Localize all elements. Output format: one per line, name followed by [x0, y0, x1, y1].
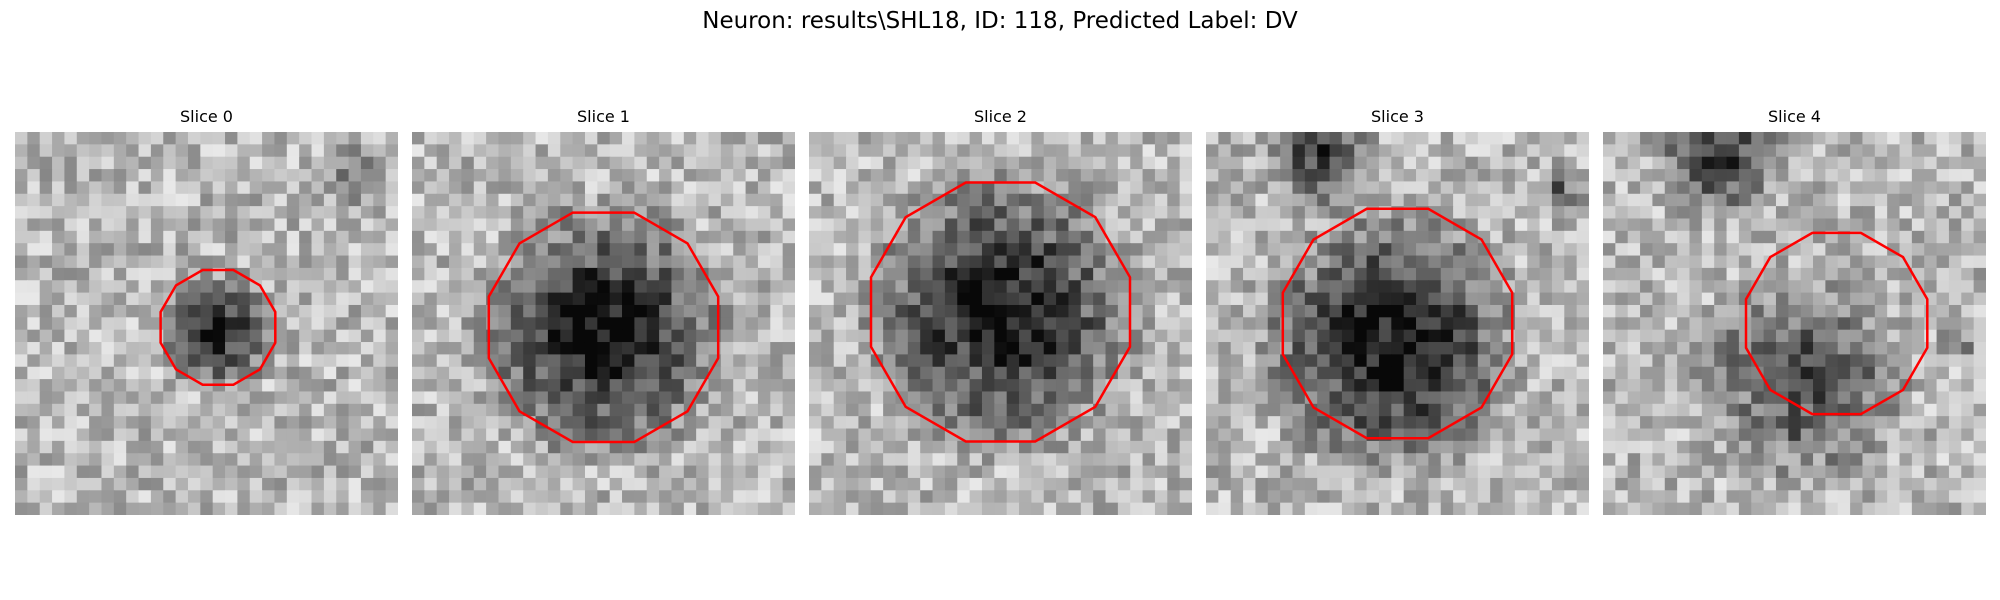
roi-contour — [159, 268, 277, 386]
slice-image-2 — [809, 132, 1192, 515]
slice-image-0 — [15, 132, 398, 515]
slice-panel-1: Slice 1 — [412, 105, 795, 515]
slice-title-3: Slice 3 — [1371, 107, 1424, 126]
slice-title-0: Slice 0 — [180, 107, 233, 126]
slice-pixels — [1206, 132, 1589, 515]
slice-pixels — [809, 132, 1192, 515]
slice-panel-3: Slice 3 — [1206, 105, 1589, 515]
slice-title-2: Slice 2 — [974, 107, 1027, 126]
slice-title-4: Slice 4 — [1768, 107, 1821, 126]
slice-title-1: Slice 1 — [577, 107, 630, 126]
figure-title: Neuron: results\SHL18, ID: 118, Predicte… — [702, 8, 1298, 34]
slice-panel-0: Slice 0 — [15, 105, 398, 515]
slice-pixels — [1603, 132, 1986, 515]
roi-contour — [1281, 207, 1514, 440]
slice-panel-2: Slice 2 — [809, 105, 1192, 515]
roi-contour — [1744, 231, 1929, 416]
slice-image-4 — [1603, 132, 1986, 515]
slice-panel-4: Slice 4 — [1603, 105, 1986, 515]
slice-pixels — [15, 132, 398, 515]
roi-contour — [487, 211, 720, 444]
roi-contour — [869, 181, 1132, 443]
slice-image-3 — [1206, 132, 1589, 515]
slice-image-1 — [412, 132, 795, 515]
slice-pixels — [412, 132, 795, 515]
